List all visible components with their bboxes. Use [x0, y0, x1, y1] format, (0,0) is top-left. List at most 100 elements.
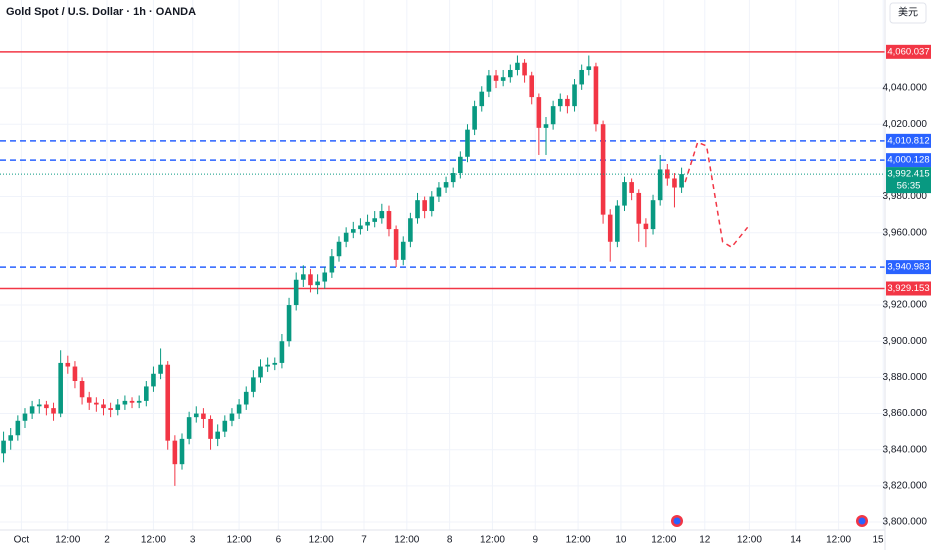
x-tick-label: 12:00 [309, 535, 334, 546]
candle-body [622, 182, 627, 206]
candle-body [222, 420, 228, 432]
y-tick-label: 3,960.000 [883, 227, 928, 238]
candle-body [329, 256, 335, 273]
plot-layer [0, 0, 885, 530]
level-label: 3,929.153 [887, 283, 929, 294]
candle-body [108, 408, 113, 410]
candle-body [436, 187, 442, 197]
candle-body [386, 211, 392, 230]
candle-body [251, 377, 256, 392]
candle-body [607, 214, 613, 242]
candle-body [15, 420, 21, 436]
last-price-tag [886, 167, 931, 194]
x-tick-label: 10 [615, 535, 627, 546]
candle-body [8, 435, 14, 441]
candle-body [572, 84, 577, 107]
candle-body [550, 106, 556, 125]
candle-body [493, 75, 499, 81]
candle-body [372, 218, 377, 222]
countdown-label: 56:35 [897, 181, 921, 192]
candle-body [272, 362, 278, 365]
x-tick-label: 12:00 [227, 535, 252, 546]
y-tick-label: 3,980.000 [883, 191, 928, 202]
x-tick-label: 2 [104, 535, 110, 546]
x-tick-label: 12 [699, 535, 711, 546]
x-tick-label: 12:00 [480, 535, 505, 546]
candle-body [643, 223, 649, 230]
candle-body [308, 274, 313, 286]
level-label: 4,000.128 [887, 155, 929, 166]
candle-body [1, 440, 6, 454]
x-tick-label: 15 [872, 535, 884, 546]
candle-body [215, 431, 220, 439]
candle-body [201, 413, 206, 419]
candle-body [136, 400, 142, 403]
y-tick-label: 3,800.000 [883, 517, 928, 528]
candle-body [429, 196, 435, 212]
candle-body [508, 69, 513, 78]
level-label: 4,010.812 [887, 135, 929, 146]
y-tick-label: 3,900.000 [883, 336, 928, 347]
candle-body [515, 62, 520, 70]
candle-body [279, 341, 285, 363]
candle-body [472, 106, 477, 130]
x-tick-label: 3 [190, 535, 196, 546]
candle-body [565, 98, 570, 107]
candle-body [172, 440, 178, 465]
candle-body [129, 400, 135, 403]
x-tick-label: 12:00 [826, 535, 851, 546]
candle-body [101, 404, 106, 409]
candle-body [479, 91, 485, 107]
candle-body [151, 373, 156, 387]
candle-body [94, 402, 99, 405]
candle-body [500, 77, 506, 81]
candle-body [486, 75, 492, 92]
candle-body [600, 124, 606, 215]
candle-body [165, 364, 171, 441]
candle-body [115, 404, 121, 410]
x-tick-label: 7 [361, 535, 367, 546]
candle-body [336, 241, 342, 257]
event-icon[interactable] [856, 515, 868, 527]
x-tick-label: 14 [790, 535, 802, 546]
x-tick-label: 9 [533, 535, 539, 546]
candle-body [615, 205, 620, 242]
candle-body [158, 364, 163, 374]
candle-body [400, 241, 406, 260]
candle-body [679, 174, 684, 188]
x-tick-label: 8 [447, 535, 453, 546]
candle-body [350, 229, 356, 233]
candle-body [258, 366, 263, 378]
level-tag [886, 44, 931, 59]
level-tag [886, 153, 931, 168]
candle-body [665, 169, 670, 179]
currency-button[interactable] [889, 2, 927, 24]
level-tag [886, 260, 931, 275]
candle-body [51, 408, 56, 414]
candle-body [522, 62, 527, 76]
candle-body [415, 200, 420, 219]
candle-body [650, 200, 656, 230]
y-tick-label: 3,860.000 [883, 408, 928, 419]
y-tick-label: 3,920.000 [883, 300, 928, 311]
candle-body [636, 192, 642, 224]
candle-body [465, 129, 470, 157]
x-tick-label: 6 [276, 535, 282, 546]
candle-body [86, 397, 92, 403]
currency-label[interactable]: 美元 [898, 6, 918, 19]
candle-body [672, 178, 677, 188]
candle-body [343, 232, 349, 242]
event-icon[interactable] [671, 515, 683, 527]
candle-body [315, 281, 320, 286]
y-tick-label: 3,840.000 [883, 444, 928, 455]
candle-body [265, 364, 270, 367]
candle-body [393, 229, 399, 260]
candle-body [408, 218, 413, 242]
candle-body [301, 274, 306, 280]
candle-body [29, 406, 35, 414]
candle-body [443, 182, 449, 188]
candle-body [72, 366, 78, 381]
candle-body [58, 362, 63, 414]
level-label: 4,060.037 [887, 46, 929, 57]
